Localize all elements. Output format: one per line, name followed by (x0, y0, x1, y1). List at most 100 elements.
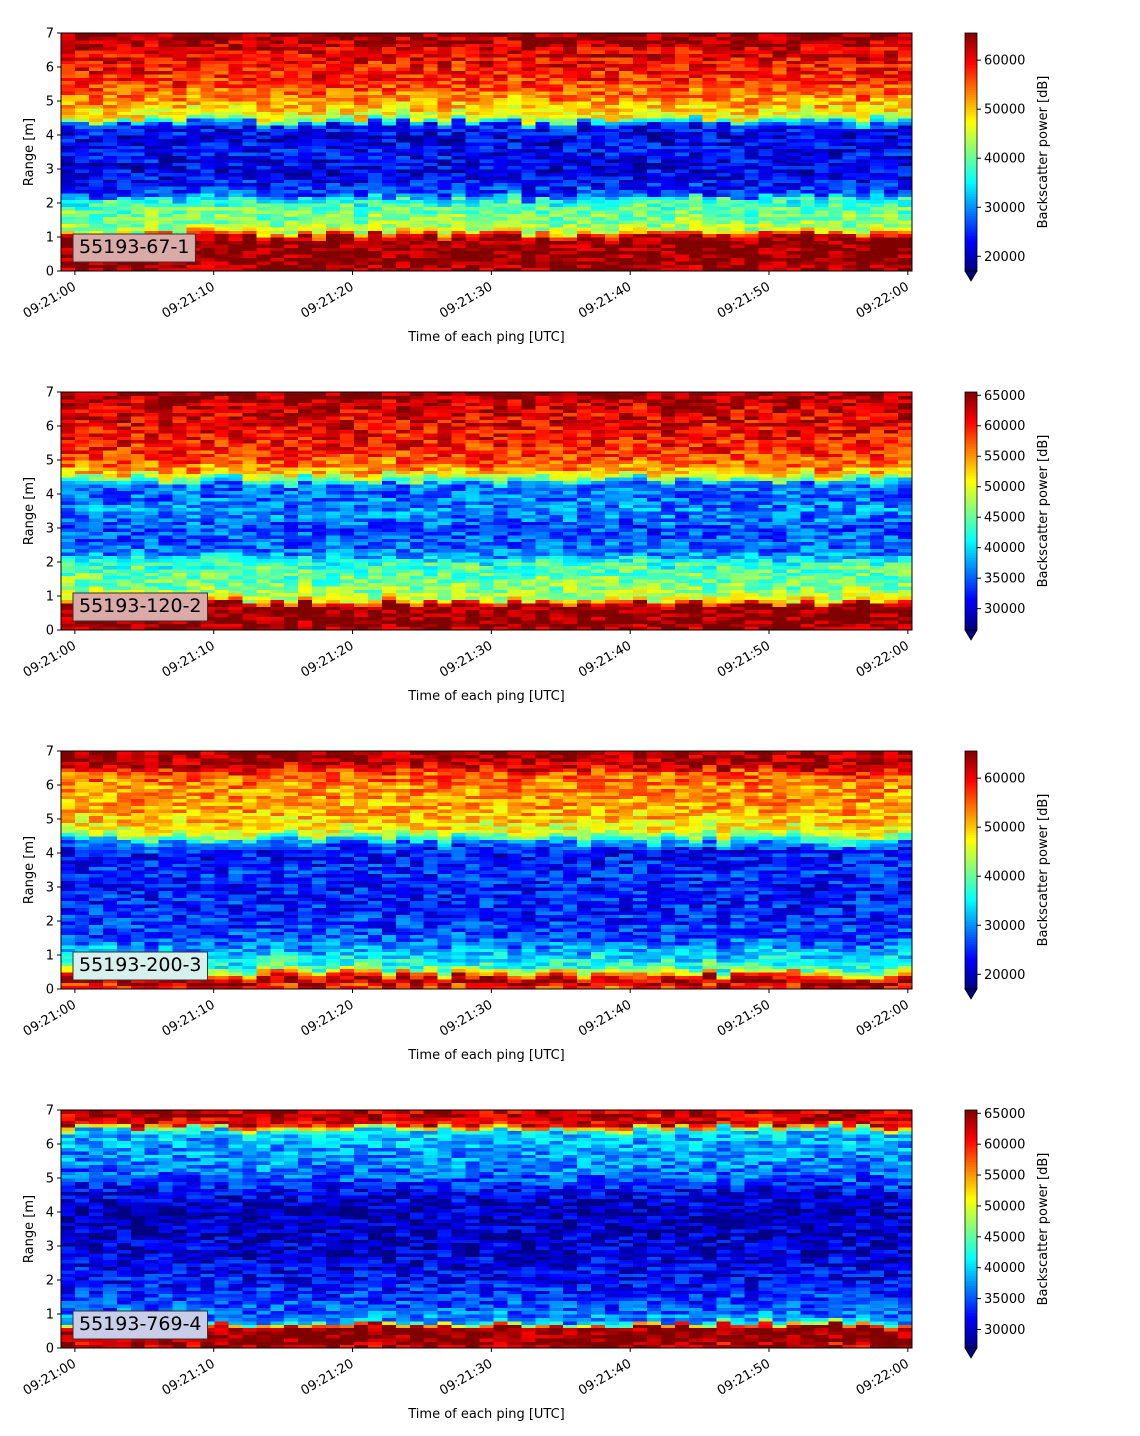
heatmap-cell (395, 186, 411, 190)
heatmap-cell (828, 169, 843, 173)
heatmap-cell (605, 94, 620, 99)
heatmap-cell (800, 182, 815, 187)
heatmap-cell (605, 46, 620, 51)
heatmap-cell (479, 148, 495, 153)
heatmap-cell (61, 626, 76, 631)
heatmap-cell (535, 182, 550, 187)
heatmap-cell (842, 128, 857, 133)
heatmap-cell (702, 104, 718, 109)
heatmap-cell (116, 67, 132, 71)
heatmap-cell (144, 446, 160, 451)
heatmap-cell (884, 141, 899, 146)
heatmap-cell (744, 39, 760, 44)
heatmap-cell (716, 111, 732, 116)
heatmap-cell (423, 104, 439, 109)
heatmap-cell (61, 579, 76, 583)
heatmap-cell (842, 97, 857, 102)
heatmap-cell (591, 186, 606, 190)
heatmap-cell (144, 398, 160, 403)
heatmap-cell (340, 107, 355, 112)
heatmap-cell (563, 111, 578, 116)
heatmap-cell (270, 118, 285, 122)
heatmap-cell (716, 141, 732, 146)
heatmap-cell (270, 172, 285, 177)
heatmap-cell (381, 260, 397, 265)
heatmap-cell (270, 63, 285, 68)
heatmap-cell (577, 182, 592, 187)
heatmap-cell (800, 213, 815, 218)
heatmap-cell (800, 104, 815, 109)
heatmap-cell (786, 121, 801, 126)
heatmap-cell (646, 145, 662, 150)
heatmap-cell (326, 230, 341, 235)
heatmap-cell (437, 264, 453, 269)
heatmap-cell (144, 449, 160, 454)
heatmap-cell (74, 429, 90, 434)
heatmap-cell (646, 80, 662, 85)
heatmap-cell (688, 121, 704, 126)
heatmap-cell (716, 175, 732, 180)
heatmap-cell (674, 254, 690, 258)
heatmap-cell (688, 50, 704, 54)
heatmap-cell (563, 84, 578, 88)
colorbar-segment (965, 107, 977, 111)
heatmap-cell (507, 33, 522, 37)
heatmap-cell (312, 80, 327, 85)
heatmap-cell (256, 179, 271, 184)
heatmap-cell (451, 114, 467, 119)
heatmap-cell (158, 538, 174, 543)
heatmap-cell (228, 111, 243, 116)
heatmap-cell (61, 422, 76, 427)
heatmap-cell (619, 267, 634, 272)
heatmap-cell (632, 172, 648, 177)
heatmap-cell (646, 264, 662, 269)
heatmap-cell (535, 213, 550, 218)
heatmap-cell (605, 254, 620, 258)
heatmap-cell (632, 39, 648, 44)
heatmap-cell (800, 189, 815, 194)
heatmap-cell (842, 199, 857, 204)
heatmap-cell (74, 209, 90, 214)
heatmap-cell (563, 240, 578, 245)
heatmap-cell (814, 87, 829, 92)
heatmap-cell (744, 111, 760, 116)
heatmap-cell (144, 422, 160, 427)
colorbar-tick-label: 40000 (984, 152, 1025, 167)
heatmap-cell (898, 107, 913, 112)
heatmap-cell (228, 158, 243, 163)
heatmap-cell (367, 152, 383, 156)
heatmap-cell (772, 46, 788, 51)
heatmap-cell (395, 124, 411, 129)
heatmap-cell (521, 148, 536, 153)
heatmap-cell (61, 596, 76, 600)
heatmap-cell (646, 104, 662, 109)
heatmap-cell (884, 158, 899, 163)
heatmap-cell (577, 43, 592, 48)
heatmap-cell (61, 169, 76, 173)
heatmap-cell (381, 73, 397, 78)
heatmap-cell (660, 46, 676, 51)
heatmap-cell (395, 73, 411, 78)
heatmap-cell (451, 63, 467, 68)
heatmap-cell (186, 165, 202, 170)
heatmap-cell (521, 131, 536, 136)
heatmap-cell (730, 104, 746, 109)
heatmap-cell (298, 182, 313, 187)
heatmap-cell (381, 145, 397, 150)
heatmap-cell (828, 77, 843, 82)
heatmap-cell (786, 107, 801, 112)
heatmap-cell (228, 186, 243, 190)
heatmap-cell (493, 152, 509, 156)
heatmap-cell (730, 206, 746, 211)
heatmap-cell (74, 623, 90, 628)
heatmap-cell (381, 50, 397, 54)
heatmap-cell (228, 84, 243, 88)
heatmap-cell (786, 250, 801, 255)
heatmap-cell (674, 172, 690, 177)
heatmap-cell (842, 70, 857, 75)
heatmap-cell (172, 104, 188, 109)
heatmap-cell (116, 514, 132, 519)
heatmap-cell (74, 175, 90, 180)
heatmap-cell (102, 477, 118, 481)
heatmap-cell (270, 237, 285, 241)
